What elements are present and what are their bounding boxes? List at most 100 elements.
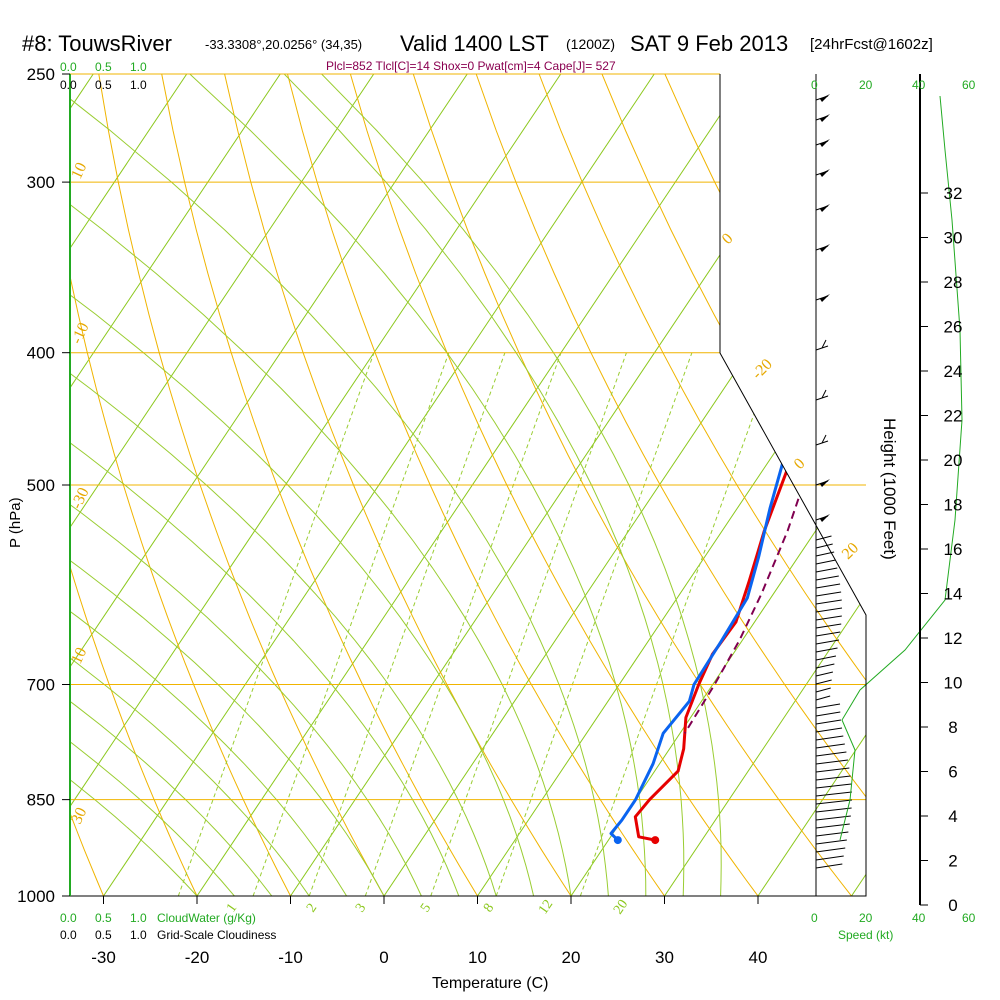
wind-barb-staff — [815, 807, 852, 813]
dry-adiabat-line — [287, 74, 665, 896]
wind-barb-staff — [815, 639, 840, 645]
moist-adiabat-line — [70, 74, 310, 896]
mixing-ratio-label: 3 — [353, 901, 369, 915]
wind-barb-staff — [815, 535, 832, 541]
wind-barb-staff — [815, 575, 839, 581]
dry-adiabat-label: -10 — [68, 320, 92, 347]
wind-barb-staff — [815, 743, 845, 749]
dry-adiabat-label: 0 — [719, 230, 737, 248]
height-tick-label: 12 — [944, 629, 963, 648]
wind-barb-staff — [815, 855, 844, 861]
wind-speed-profile — [839, 95, 963, 841]
height-tick-label: 14 — [944, 585, 963, 604]
moist-adiabat-line — [70, 74, 385, 896]
wind-barb-staff — [815, 671, 834, 677]
surface-dewpoint-point — [613, 836, 622, 845]
wind-barb-staff — [815, 863, 843, 869]
x-tick-label: -30 — [91, 948, 116, 967]
bottom-cloudwater-1: 0.5 — [95, 911, 112, 925]
wind-barb-staff — [815, 847, 846, 853]
speed-bottom-40: 40 — [912, 911, 926, 925]
p-tick-label: 250 — [27, 65, 55, 84]
p-tick-label: 300 — [27, 173, 55, 192]
wind-barb-staff — [815, 591, 842, 597]
wind-barb-staff — [815, 815, 851, 821]
height-tick-label: 4 — [948, 807, 957, 826]
speed-top-0: 0 — [811, 78, 818, 92]
wind-barb-staff — [815, 559, 836, 565]
dry-adiabat-line — [0, 74, 10, 896]
wind-barb-staff — [815, 687, 831, 693]
dry-adiabat-label: 30 — [68, 805, 90, 827]
mixing-ratio-line — [308, 352, 506, 896]
dry-adiabat-label: -30 — [68, 485, 92, 512]
dry-adiabat-line — [98, 74, 385, 896]
speed-bottom-60: 60 — [962, 911, 976, 925]
station-title: #8: TouwsRiver — [22, 31, 172, 56]
height-tick-label: 8 — [948, 718, 957, 737]
isotherm-line — [757, 74, 866, 896]
wind-barbs — [815, 74, 963, 896]
mixing-ratio-line — [364, 352, 562, 896]
dry-adiabat-line — [601, 74, 866, 896]
moist-adiabat-line — [70, 74, 348, 896]
speed-top-40: 40 — [912, 78, 926, 92]
isotherm-line — [70, 74, 188, 896]
mixing-ratio-label: 12 — [536, 897, 556, 917]
dry-adiabat-label: 10 — [68, 645, 90, 667]
date-label: SAT 9 Feb 2013 — [630, 31, 788, 56]
wind-barb-staff — [815, 799, 853, 805]
dry-adiabat-line — [224, 74, 572, 896]
dewpoint-profile-line — [609, 96, 866, 842]
height-tick-label: 6 — [948, 763, 957, 782]
height-tick-label: 32 — [944, 184, 963, 203]
dry-adiabat-line — [70, 74, 291, 896]
dry-adiabat-line — [161, 74, 478, 896]
wind-barb-staff — [815, 607, 843, 613]
x-tick-label: -20 — [185, 948, 210, 967]
surface-temperature-point — [651, 836, 660, 845]
wind-barb-flag — [820, 294, 830, 302]
wind-barb-staff — [815, 655, 837, 661]
moist-adiabat-line — [70, 74, 273, 896]
top-cloudwater-0: 0.0 — [60, 60, 77, 74]
x-tick-label: 40 — [749, 948, 768, 967]
dry-adiabat-line — [979, 74, 1000, 896]
bottom-cloudwater-label: CloudWater (g/Kg) — [157, 911, 256, 925]
moist-adiabat-line — [70, 74, 198, 896]
top-cloudwater-1: 0.5 — [95, 60, 112, 74]
wind-barb-staff — [815, 831, 849, 837]
wind-barb-staff — [815, 623, 842, 629]
wind-barb-flag — [820, 514, 830, 522]
wind-barb-flag — [820, 169, 830, 177]
isotherm-line — [664, 74, 866, 896]
height-tick-label: 2 — [948, 852, 957, 871]
wind-barb-flag — [820, 244, 830, 252]
moist-adiabat-line — [283, 74, 685, 896]
height-tick-label: 28 — [944, 273, 963, 292]
dry-adiabat-label: 0 — [791, 455, 809, 473]
wind-barb-staff — [815, 567, 838, 573]
bottom-cloudiness-1: 0.5 — [95, 928, 112, 942]
isotherm-line — [851, 74, 866, 896]
x-tick-label: 20 — [562, 948, 581, 967]
mixing-ratio-line — [430, 352, 627, 896]
wind-barb-staff — [815, 663, 835, 669]
mixing-ratio-label: 8 — [481, 901, 497, 915]
wind-barb-staff — [815, 775, 851, 781]
dry-adiabat-line — [538, 74, 866, 896]
height-tick-label: 10 — [944, 674, 963, 693]
mixing-ratio-line — [177, 352, 375, 896]
mixing-ratio-label: 5 — [418, 901, 434, 915]
background-grid — [0, 74, 1000, 896]
wind-barb-flag — [820, 204, 830, 212]
moist-adiabat-line — [70, 74, 460, 896]
dry-adiabat-line — [853, 74, 866, 896]
wind-barb-flag — [820, 479, 830, 487]
wind-barb-staff — [815, 703, 841, 709]
wind-barb-staff — [815, 791, 852, 797]
bottom-cloudwater-2: 1.0 — [130, 911, 147, 925]
